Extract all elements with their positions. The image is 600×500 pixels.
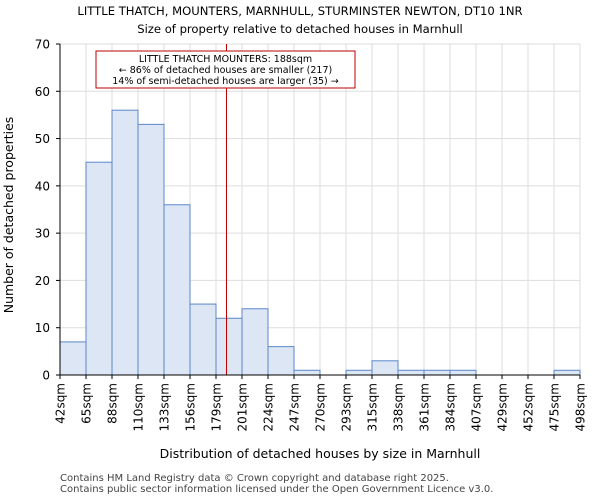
bar-384sqm bbox=[449, 369, 477, 376]
y-tick-label: 20 bbox=[35, 274, 50, 288]
bar-42sqm bbox=[59, 341, 87, 376]
bar-65sqm bbox=[85, 161, 113, 376]
bar-88sqm bbox=[111, 109, 139, 376]
x-tick-label: 247sqm bbox=[288, 383, 302, 431]
x-tick-label: 293sqm bbox=[340, 383, 354, 431]
chart-title: LITTLE THATCH, MOUNTERS, MARNHULL, STURM… bbox=[77, 4, 523, 18]
bar-475sqm bbox=[553, 369, 581, 376]
x-tick-label: 179sqm bbox=[210, 383, 224, 431]
y-tick-label: 30 bbox=[35, 227, 50, 241]
bar-179sqm bbox=[215, 317, 243, 376]
x-tick-label: 407sqm bbox=[470, 383, 484, 431]
annotation-line-2: ← 86% of detached houses are smaller (21… bbox=[119, 65, 332, 76]
y-tick-label: 50 bbox=[35, 132, 50, 146]
y-tick-label: 0 bbox=[42, 369, 50, 383]
bar-315sqm bbox=[371, 360, 399, 376]
marker-layer: LITTLE THATCH MOUNTERS: 188sqm← 86% of d… bbox=[95, 44, 356, 375]
bar-110sqm bbox=[137, 123, 165, 376]
bar-201sqm bbox=[241, 308, 269, 376]
axes-layer: 0 10 20 30 40 50 60 70 42sqm 65sqm 88sqm 110sqm 133s… bbox=[35, 38, 588, 432]
x-tick-label: 42sqm bbox=[54, 383, 68, 424]
annotation-line-3: 14% of semi-detached houses are larger (… bbox=[112, 76, 339, 87]
x-tick-label: 201sqm bbox=[236, 383, 250, 431]
x-tick-label: 361sqm bbox=[418, 383, 432, 431]
footer-line-1: Contains HM Land Registry data © Crown c… bbox=[60, 473, 449, 484]
x-tick-label: 338sqm bbox=[392, 383, 406, 431]
y-axis-label: Number of detached properties bbox=[1, 117, 16, 314]
chart-subtitle: Size of property relative to detached ho… bbox=[137, 22, 463, 36]
x-tick-label: 429sqm bbox=[496, 383, 510, 431]
x-tick-label: 224sqm bbox=[262, 383, 276, 431]
title-block: LITTLE THATCH, MOUNTERS, MARNHULL, STURM… bbox=[0, 2, 600, 38]
y-tick-label: 70 bbox=[35, 38, 50, 52]
x-tick-label: 270sqm bbox=[314, 383, 328, 431]
bar-247sqm bbox=[293, 369, 321, 376]
bar-156sqm bbox=[189, 303, 217, 376]
bar-338sqm bbox=[397, 369, 425, 376]
bar-224sqm bbox=[267, 346, 295, 376]
x-tick-label: 88sqm bbox=[106, 383, 120, 424]
footer-line-2: Contains public sector information licen… bbox=[60, 484, 494, 495]
x-tick-label: 452sqm bbox=[522, 383, 536, 431]
footer: Contains HM Land Registry data © Crown c… bbox=[60, 473, 493, 495]
y-tick-label: 40 bbox=[35, 179, 50, 193]
bar-293sqm bbox=[345, 369, 373, 376]
annotation-line-1: LITTLE THATCH MOUNTERS: 188sqm bbox=[139, 54, 312, 65]
x-tick-label: 475sqm bbox=[548, 383, 562, 431]
x-axis-label: Distribution of detached houses by size … bbox=[160, 446, 481, 461]
x-tick-label: 133sqm bbox=[158, 383, 172, 431]
bar-133sqm bbox=[163, 204, 191, 376]
y-tick-label: 10 bbox=[35, 321, 50, 335]
x-tick-label: 65sqm bbox=[80, 383, 94, 424]
x-tick-label: 384sqm bbox=[444, 383, 458, 431]
annotation-box bbox=[95, 50, 356, 89]
x-tick-label: 315sqm bbox=[366, 383, 380, 431]
bars-layer bbox=[59, 109, 581, 376]
x-tick-label: 110sqm bbox=[132, 383, 146, 431]
y-tick-label: 60 bbox=[35, 85, 50, 99]
x-tick-label: 156sqm bbox=[184, 383, 198, 431]
bar-361sqm bbox=[423, 369, 451, 376]
x-tick-label: 498sqm bbox=[574, 383, 588, 431]
